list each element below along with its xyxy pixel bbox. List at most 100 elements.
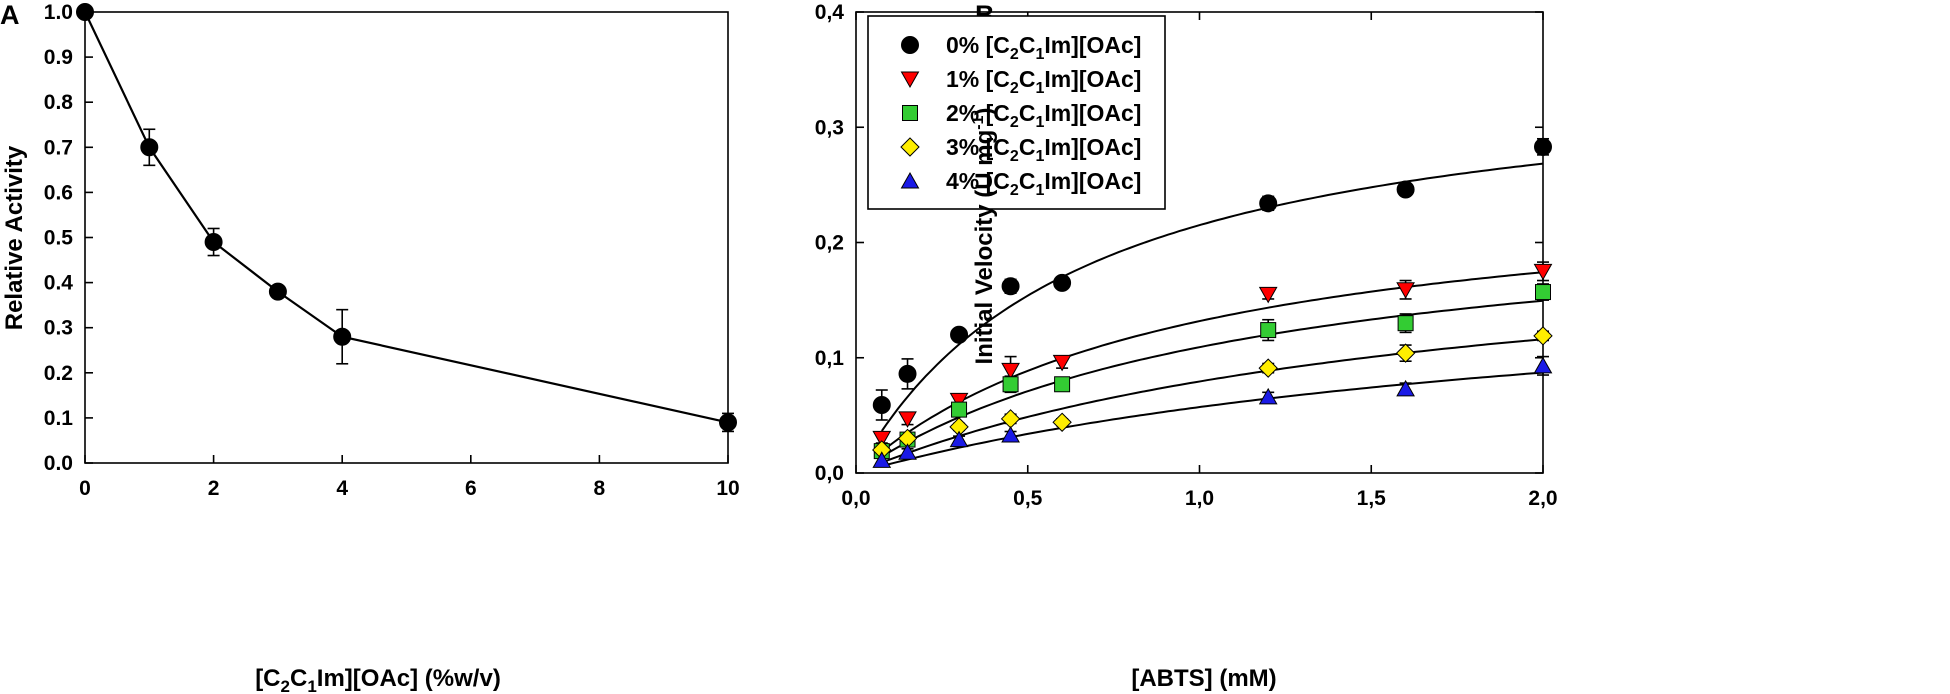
panel-b: B 0,0 0,5 1,0 1,5 2,00,00,10,20,30,4 0% [C2C… xyxy=(815,0,1558,692)
panel-b-point-4 xyxy=(949,430,969,448)
panel-b-axes: 0,0 0,5 1,0 1,5 2,0 0,0 0,1 0,2 0,3 0,4 xyxy=(815,1,1558,510)
panel-b-point-3 xyxy=(1258,358,1278,378)
panel-a-letter: A xyxy=(0,0,20,30)
panel-b-point-3 xyxy=(1000,409,1021,429)
panel-a-y-tick-label: 0.5 xyxy=(44,227,74,250)
panel-b-point-0 xyxy=(1534,137,1552,156)
panel-b-legend-marker-1 xyxy=(900,71,920,89)
panel-a-point xyxy=(268,282,287,301)
panel-b-point-0 xyxy=(950,325,969,344)
panel-b-x-axis-title: [ABTS] (mM) xyxy=(1131,665,1276,692)
panel-b-point-2 xyxy=(1002,376,1019,393)
panel-a-frame xyxy=(84,11,729,464)
panel-a-y-axis-title: Relative Activity xyxy=(1,145,28,330)
panel-a-x-axis-title: [C2C1Im][OAc] (%w/v) xyxy=(255,665,501,694)
panel-a: A 0 2 4 6 8 10 0.0 0.1 0.2 0.3 0.4 0.5 0.6 0.7 0.8 0.9 1… xyxy=(0,0,740,694)
panel-b-point-0 xyxy=(1001,277,1020,296)
panel-a-points xyxy=(76,3,737,432)
panel-b-point-1 xyxy=(1052,354,1072,372)
panel-b-fit-curve-0 xyxy=(880,162,1544,432)
panel-a-x-tick-label: 0 xyxy=(79,477,91,500)
panel-b-fit-curve-2 xyxy=(881,299,1544,458)
panel-b-point-4 xyxy=(872,451,892,468)
panel-a-point xyxy=(333,327,352,346)
panel-a-point xyxy=(204,233,223,252)
panel-a-point xyxy=(719,413,737,432)
panel-b-point-2 xyxy=(1535,284,1551,301)
panel-b-x-tick-label: 1,5 xyxy=(1357,487,1387,510)
panel-a-x-tick-label: 8 xyxy=(594,477,606,500)
panel-a-axes: 0 2 4 6 8 10 0.0 0.1 0.2 0.3 0.4 0.5 0.6 0.7 0.8 0.9 1.0 xyxy=(44,1,740,500)
panel-b-point-2 xyxy=(951,401,968,418)
panel-a-y-tick-label: 0.0 xyxy=(44,452,73,475)
panel-a-x-tick-label: 10 xyxy=(716,477,739,500)
panel-a-y-tick-label: 0.8 xyxy=(44,91,74,114)
panel-a-point xyxy=(140,138,159,157)
panel-a-x-tick-label: 2 xyxy=(208,477,220,500)
panel-b-y-axis-title: Initial Velocity (U mg-1) xyxy=(970,108,998,365)
panel-b-y-tick-label: 0,4 xyxy=(815,1,845,24)
panel-b-legend-label-4: 4% [C2C1Im][OAc] xyxy=(946,168,1141,199)
panel-a-series-line xyxy=(84,11,729,424)
panel-b-point-0 xyxy=(1396,180,1415,199)
panel-b-legend: 0% [C2C1Im][OAc]1% [C2C1Im][OAc]2% [C2C1… xyxy=(867,15,1166,210)
panel-b-y-tick-label: 0,0 xyxy=(815,462,844,485)
panel-b-legend-marker-3 xyxy=(900,137,920,157)
panel-b-point-2 xyxy=(1054,376,1071,393)
panel-b-x-tick-label: 0,0 xyxy=(841,487,870,510)
panel-a-x-tick-label: 4 xyxy=(336,477,348,500)
panel-b-point-1 xyxy=(898,411,917,428)
panel-b-point-0 xyxy=(898,364,917,383)
panel-b-x-tick-label: 0,5 xyxy=(1013,487,1043,510)
panel-a-x-tick-label: 6 xyxy=(465,477,477,500)
panel-b-y-tick-label: 0,3 xyxy=(815,116,844,139)
panel-b-point-4 xyxy=(1533,356,1553,374)
panel-b-point-0 xyxy=(1053,273,1072,292)
panel-b-fit-curve-3 xyxy=(881,338,1544,464)
panel-b-fit-curve-4 xyxy=(881,371,1544,467)
panel-a-y-tick-label: 0.3 xyxy=(44,317,73,340)
panel-b-point-1 xyxy=(1258,286,1278,304)
panel-b-fit-curve-1 xyxy=(881,271,1544,453)
panel-b-point-4 xyxy=(898,443,917,460)
panel-b-legend-marker-0 xyxy=(901,36,919,54)
panel-b-point-4 xyxy=(1396,379,1415,397)
panel-b-y-tick-label: 0,2 xyxy=(815,232,844,255)
panel-a-point xyxy=(76,3,94,21)
panel-a-error-bars xyxy=(143,128,734,433)
panel-b-points xyxy=(872,137,1553,468)
panel-b-point-0 xyxy=(872,396,891,415)
panel-b-legend-label-0: 0% [C2C1Im][OAc] xyxy=(946,32,1141,63)
panel-b-point-3 xyxy=(1052,412,1072,432)
panel-b-legend-label-1: 1% [C2C1Im][OAc] xyxy=(946,66,1141,97)
panel-b-point-2 xyxy=(1260,322,1277,339)
panel-a-y-tick-label: 0.4 xyxy=(44,272,74,295)
panel-a-y-tick-label: 0.1 xyxy=(44,407,74,430)
panel-b-legend-marker-2 xyxy=(902,105,918,121)
panel-b-point-4 xyxy=(1258,387,1278,405)
panel-b-y-tick-label: 0,1 xyxy=(815,347,845,370)
panel-b-point-1 xyxy=(1533,263,1553,281)
panel-b-legend-marker-4 xyxy=(900,171,920,189)
panel-b-point-0 xyxy=(1259,194,1278,213)
panel-a-y-tick-label: 1.0 xyxy=(44,1,73,24)
panel-b-point-4 xyxy=(1001,425,1020,443)
panel-b-point-1 xyxy=(949,392,969,410)
panel-b-legend-label-3: 3% [C2C1Im][OAc] xyxy=(946,134,1141,165)
panel-a-y-tick-label: 0.9 xyxy=(44,46,73,69)
panel-b-point-1 xyxy=(1001,362,1020,380)
panel-b-point-1 xyxy=(1396,282,1415,299)
panel-b-legend-label-2: 2% [C2C1Im][OAc] xyxy=(946,100,1141,131)
panel-a-line xyxy=(84,11,729,424)
panel-a-y-tick-label: 0.7 xyxy=(44,136,73,159)
panel-b-point-3 xyxy=(1533,326,1553,346)
panel-b-fit-curves xyxy=(880,162,1544,467)
panel-b-x-tick-label: 2,0 xyxy=(1528,487,1557,510)
panel-b-x-tick-label: 1,0 xyxy=(1185,487,1214,510)
panel-b-point-1 xyxy=(872,430,892,448)
panel-a-y-tick-label: 0.2 xyxy=(44,362,73,385)
panel-a-y-tick-label: 0.6 xyxy=(44,181,73,204)
panel-b-point-3 xyxy=(1395,343,1416,363)
panel-b-point-2 xyxy=(1397,315,1414,332)
